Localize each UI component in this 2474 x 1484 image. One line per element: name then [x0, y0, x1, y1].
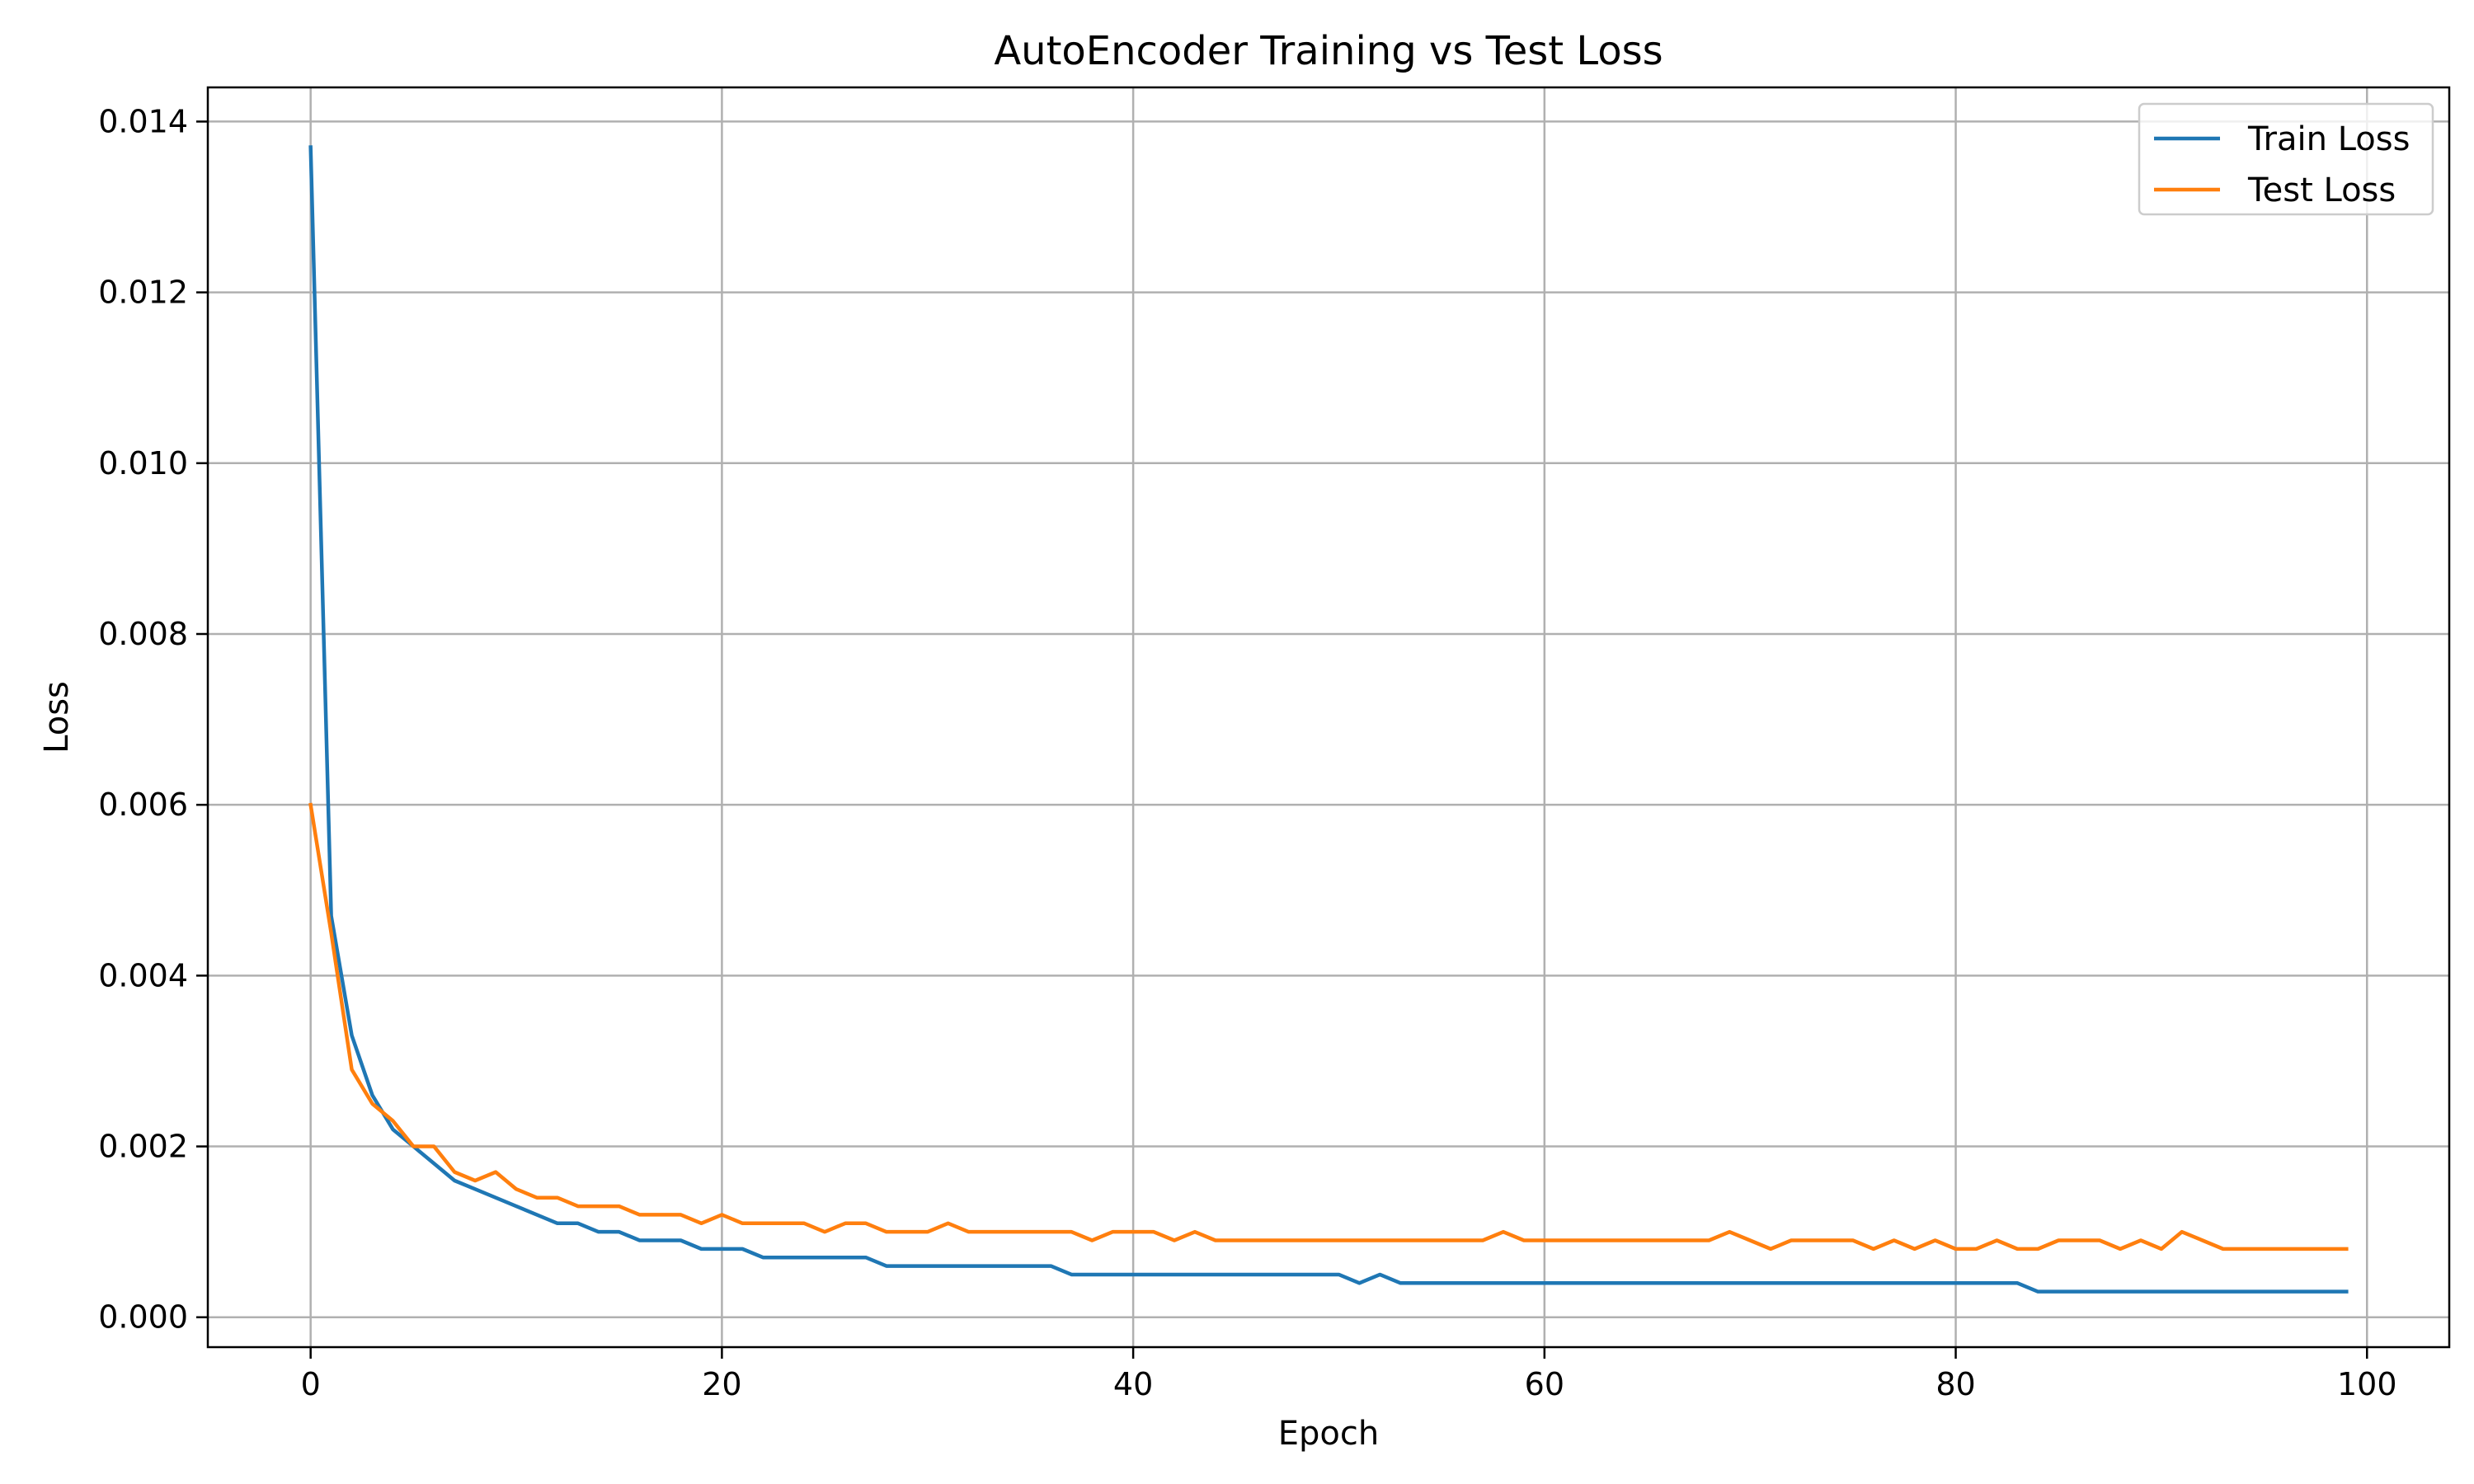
series-line-train-loss [308, 145, 2349, 1294]
x-tick-label: 40 [1113, 1366, 1153, 1402]
x-tick-label: 80 [1935, 1366, 1975, 1402]
legend-label: Train Loss [2247, 120, 2410, 158]
legend: Train Loss Test Loss [2138, 102, 2434, 216]
y-tick-label: 0.008 [98, 616, 188, 652]
y-tick-label: 0.004 [98, 957, 188, 993]
y-tick-label: 0.006 [98, 787, 188, 823]
y-tick-label: 0.000 [98, 1299, 188, 1336]
legend-label: Test Loss [2247, 171, 2396, 209]
x-tick-label: 60 [1525, 1366, 1564, 1402]
plot-frame [206, 86, 2451, 1349]
grid [208, 87, 2449, 1347]
y-tick-label: 0.012 [98, 275, 188, 311]
legend-box [2138, 102, 2434, 216]
x-axis-title: Epoch [1278, 1415, 1379, 1453]
series-line-test-loss [308, 802, 2349, 1252]
y-tick-label: 0.002 [98, 1129, 188, 1165]
y-tick-label: 0.010 [98, 445, 188, 481]
axis-ticks: 0 20 40 60 80 100 0.000 0.002 0.004 0.006 0.008 0.0… [98, 103, 2396, 1402]
y-axis-title: Loss [38, 681, 76, 754]
chart-title: AutoEncoder Training vs Test Loss [994, 28, 1663, 74]
y-tick-label: 0.014 [98, 103, 188, 139]
x-tick-label: 20 [702, 1366, 741, 1402]
series-lines [308, 145, 2349, 1294]
x-tick-label: 100 [2337, 1366, 2397, 1402]
x-tick-label: 0 [301, 1366, 321, 1402]
